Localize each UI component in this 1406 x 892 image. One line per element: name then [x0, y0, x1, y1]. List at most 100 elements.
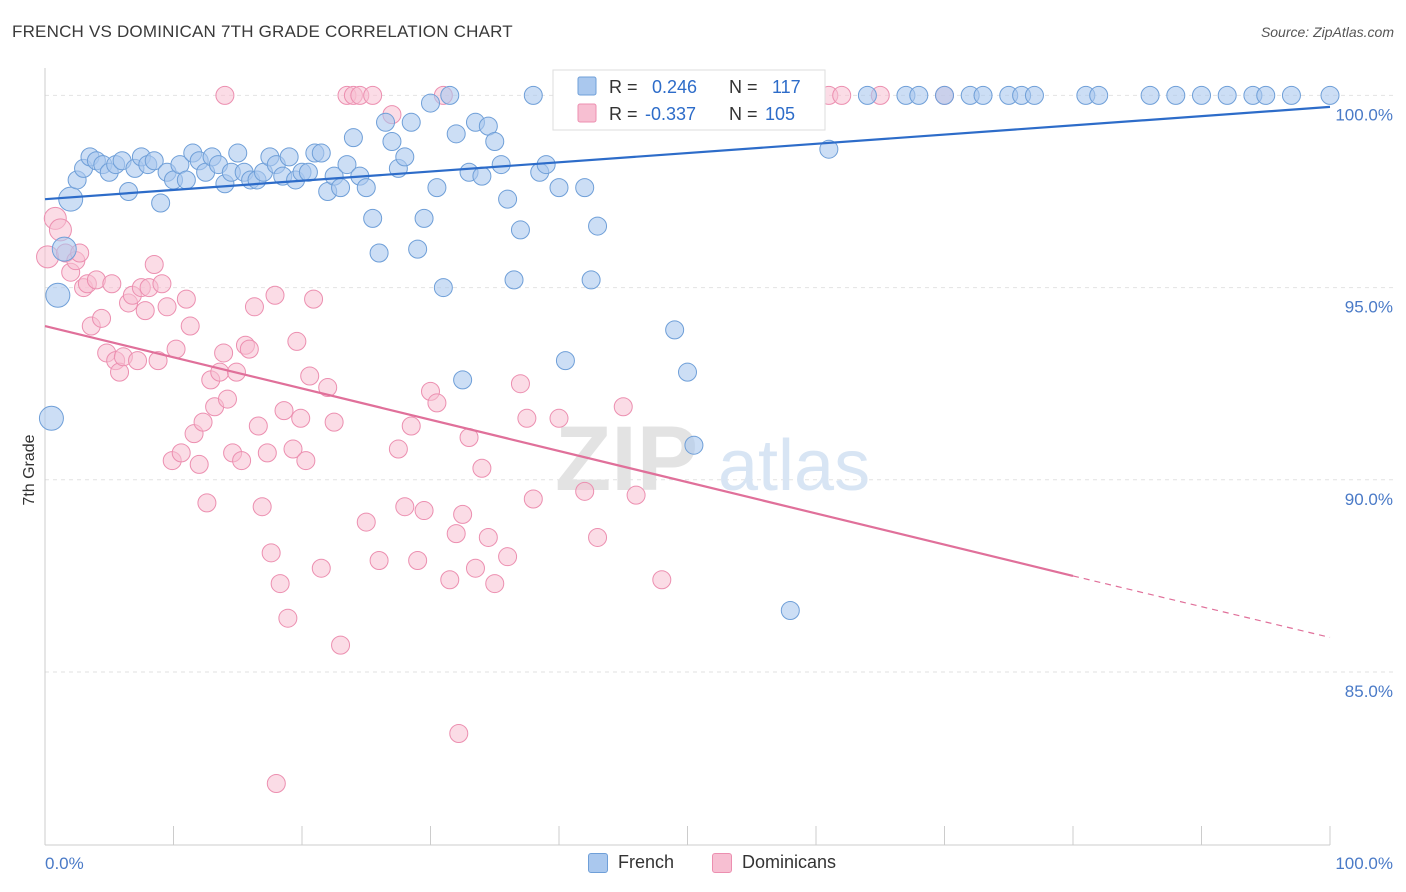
french-trend-line	[44, 105, 1331, 201]
dominicans-label: Dominicans	[742, 852, 837, 872]
watermark-atlas: atlas	[718, 426, 870, 506]
dominicans-point	[388, 439, 408, 459]
french-point	[408, 239, 428, 259]
french-point	[453, 370, 473, 390]
french-point	[356, 178, 376, 198]
dominicans-point	[244, 297, 264, 317]
dominicans-point	[176, 289, 196, 309]
x-tick-label: 100.0%	[1335, 854, 1393, 873]
french-point	[973, 85, 993, 105]
x-tick-label: 0.0%	[45, 854, 84, 873]
french-point	[382, 132, 402, 152]
dominicans-point	[414, 501, 434, 521]
french-point	[909, 85, 929, 105]
legend-french-swatch	[577, 76, 597, 96]
dominicans-point	[304, 289, 324, 309]
dominicans-point	[157, 297, 177, 317]
dominicans-point	[287, 331, 307, 351]
french-point	[549, 178, 569, 198]
dominicans-point	[498, 547, 518, 567]
french-point	[1192, 85, 1211, 105]
french-point	[780, 601, 800, 621]
dominicans-point	[189, 454, 209, 474]
french-point	[498, 189, 518, 209]
french-point	[575, 178, 595, 198]
french-point	[935, 85, 954, 105]
y-axis-title: 7th Grade	[21, 434, 38, 505]
legend-french-r: 0.246	[652, 77, 697, 97]
french-point	[427, 178, 447, 198]
dominicans-point	[626, 485, 646, 505]
dominicans-point	[257, 443, 277, 463]
french-point	[337, 155, 357, 175]
french-point	[588, 216, 608, 236]
chart-title: FRENCH VS DOMINICAN 7TH GRADE CORRELATIO…	[12, 22, 513, 41]
french-point	[446, 124, 466, 144]
french-swatch	[588, 852, 608, 873]
dominicans-point	[274, 401, 294, 421]
dominicans-point	[214, 343, 234, 363]
french-points	[38, 85, 1340, 621]
dominicans-point	[478, 527, 498, 547]
dominicans-point	[278, 608, 298, 628]
dominicans-point	[588, 527, 608, 547]
dominicans-point	[152, 274, 172, 294]
french-point	[1166, 85, 1186, 105]
dominicans-swatch	[712, 852, 732, 873]
dominicans-point	[465, 558, 485, 578]
dominicans-point	[296, 451, 316, 471]
source-label: Source: ZipAtlas.com	[1260, 24, 1394, 40]
french-point	[1217, 85, 1237, 105]
french-point	[523, 85, 543, 105]
french-point	[369, 243, 389, 263]
french-point	[1281, 85, 1301, 105]
dominicans-point	[232, 451, 252, 471]
dominicans-point	[613, 397, 633, 417]
dominicans-point	[261, 543, 281, 563]
legend-n-label-french: N =	[729, 77, 758, 97]
stats-legend: R = 0.246 N = 117 R = -0.337 N = 105	[552, 69, 826, 131]
french-point	[414, 208, 434, 228]
dominicans-point	[92, 308, 112, 328]
french-point	[331, 178, 351, 198]
bottom-legend-dominicans: Dominicans	[712, 852, 836, 873]
legend-dominicans-swatch	[577, 103, 597, 123]
dominicans-point	[485, 574, 505, 594]
dominicans-point	[291, 408, 311, 428]
french-point	[343, 128, 363, 148]
french-point	[58, 186, 84, 212]
french-point	[376, 112, 396, 132]
dominicans-point	[369, 551, 389, 571]
french-point	[45, 282, 71, 308]
french-point	[472, 166, 492, 186]
dominicans-point	[193, 412, 213, 432]
french-point	[857, 85, 877, 105]
dominicans-point	[252, 497, 272, 517]
french-point	[311, 143, 331, 163]
dominicans-point	[318, 378, 338, 398]
dominicans-point	[510, 374, 530, 394]
french-label: French	[618, 852, 675, 872]
dominicans-point	[517, 408, 537, 428]
legend-french-n: 117	[772, 77, 801, 97]
dominicans-point	[135, 301, 155, 321]
french-point	[395, 147, 415, 167]
french-point	[684, 435, 704, 455]
y-tick-label: 90.0%	[1345, 490, 1393, 509]
dominicans-point	[311, 558, 331, 578]
legend-dominicans-r: -0.337	[645, 104, 696, 124]
french-point	[678, 362, 697, 382]
french-point	[119, 181, 139, 201]
french-point	[491, 155, 511, 175]
dominicans-point	[300, 366, 320, 386]
legend-n-label-dominicans: N =	[729, 104, 758, 124]
y-tick-label: 100.0%	[1335, 105, 1393, 124]
french-point	[440, 85, 460, 105]
dominicans-point	[575, 481, 595, 501]
french-point	[279, 147, 299, 167]
french-point	[433, 278, 453, 298]
legend-r-label-french: R =	[609, 77, 638, 97]
french-point	[144, 151, 164, 171]
bottom-legend-french: French	[588, 852, 674, 873]
